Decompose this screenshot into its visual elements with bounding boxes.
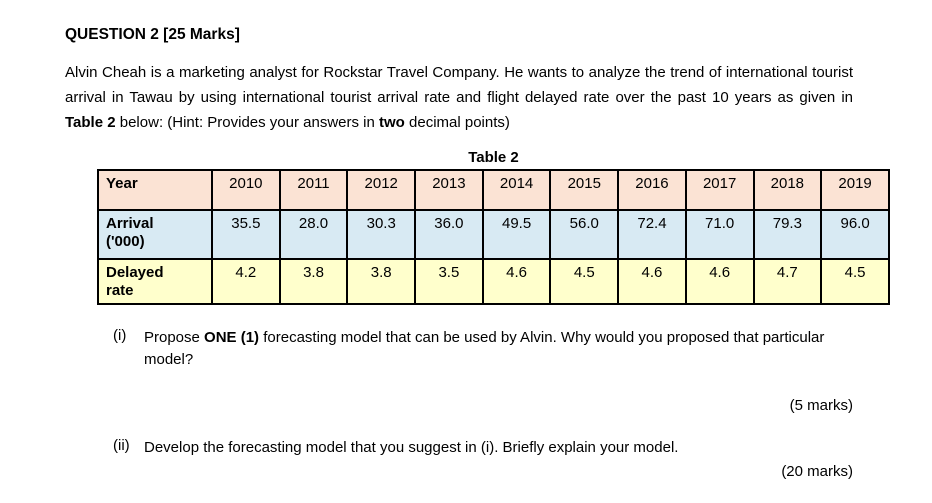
intro-text-3: decimal points) [404,114,510,131]
year-cell: 2018 [752,169,823,211]
table-row-delayed: Delayed rate 4.2 3.8 3.8 3.5 4.6 4.5 4.6… [97,258,890,305]
delayed-cell: 3.8 [278,258,349,305]
arrival-header-line1: Arrival [106,215,154,232]
year-cell: 2012 [346,169,417,211]
subquestion-ii-text: Develop the forecasting model that you s… [144,439,679,456]
arrival-cell: 30.3 [346,209,417,260]
delayed-cell: 4.5 [820,258,890,305]
arrival-cell: 36.0 [414,209,484,260]
arrival-cell: 72.4 [617,209,687,260]
arrival-cell: 28.0 [278,209,349,260]
intro-text-1: Alvin Cheah is a marketing analyst for R… [65,64,853,106]
delayed-cell: 3.8 [346,258,417,305]
delayed-header-line1: Delayed [106,264,164,281]
tourist-arrival-table: Year 2010 2011 2012 2013 2014 2015 2016 … [97,169,890,305]
document-page: QUESTION 2 [25 Marks] Alvin Cheah is a m… [65,26,890,480]
arrival-cell: 56.0 [549,209,620,260]
subquestion-i-text-1: Propose [144,329,205,346]
subquestion-i: (i) Propose ONE (1) forecasting model th… [65,327,853,371]
year-cell: 2014 [481,169,552,211]
arrival-cell: 79.3 [752,209,823,260]
intro-bold-table2: Table 2 [65,114,116,131]
subquestion-ii-label: (ii) [113,437,130,454]
subquestion-i-bold: ONE (1) [204,329,260,346]
delayed-cell: 4.5 [549,258,620,305]
delayed-cell: 3.5 [414,258,484,305]
year-cell: 2017 [684,169,755,211]
arrival-cell: 49.5 [481,209,552,260]
year-cell: 2019 [820,169,890,211]
delayed-cell: 4.6 [481,258,552,305]
delayed-cell: 4.2 [211,258,281,305]
arrival-cell: 71.0 [684,209,755,260]
year-cell: 2010 [211,169,281,211]
delayed-cell: 4.6 [684,258,755,305]
year-cell: 2013 [414,169,484,211]
delayed-cell: 4.7 [752,258,823,305]
subquestion-i-text: Propose ONE (1) forecasting model that c… [144,327,853,371]
subquestion-ii: (ii) Develop the forecasting model that … [65,437,853,459]
intro-bold-two: two [379,114,405,131]
table-row-arrival: Arrival ('000) 35.5 28.0 30.3 36.0 49.5 … [97,209,890,260]
subquestion-i-text-2: forecasting model that can be used by Al… [144,329,825,368]
year-cell: 2011 [278,169,349,211]
intro-paragraph: Alvin Cheah is a marketing analyst for R… [65,60,853,135]
arrival-cell: 96.0 [820,209,890,260]
delayed-header-line2: rate [106,282,134,299]
year-row-header: Year [97,169,213,211]
arrival-cell: 35.5 [211,209,281,260]
intro-text-2: below: (Hint: Provides your answers in [115,114,380,131]
subquestion-i-label: (i) [113,327,127,344]
delayed-cell: 4.6 [617,258,687,305]
arrival-header-line2: ('000) [106,233,145,250]
delayed-row-header: Delayed rate [97,258,213,305]
question-title: QUESTION 2 [25 Marks] [65,26,240,43]
arrival-row-header: Arrival ('000) [97,209,213,260]
table-row-year: Year 2010 2011 2012 2013 2014 2015 2016 … [97,169,890,211]
table-section: Table 2 Year 2010 2011 2012 2013 2014 20… [97,149,890,305]
year-cell: 2015 [549,169,620,211]
year-cell: 2016 [617,169,687,211]
subquestion-i-marks: (5 marks) [789,397,853,414]
subquestion-ii-marks: (20 marks) [781,463,853,480]
table-caption: Table 2 [468,149,519,166]
